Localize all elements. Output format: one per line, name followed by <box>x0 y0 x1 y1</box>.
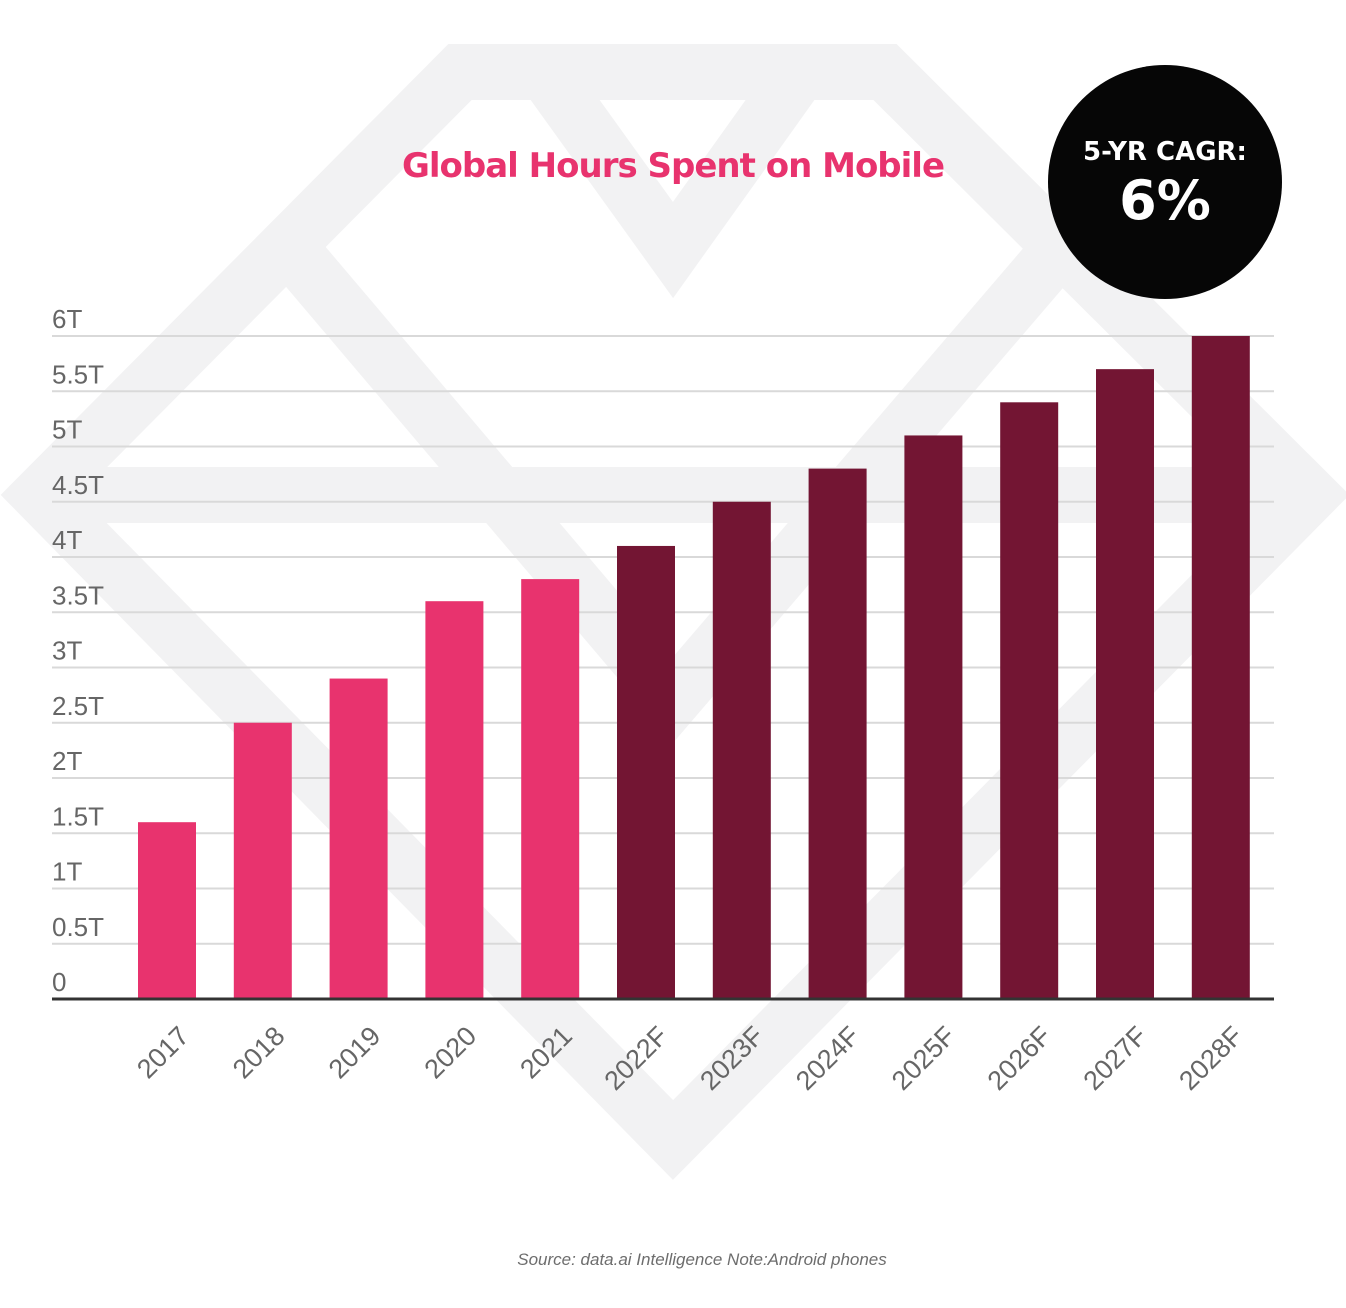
x-tick-label: 2019 <box>323 1021 387 1085</box>
y-tick-label: 5T <box>52 415 82 445</box>
bar-2025f <box>904 435 963 999</box>
y-tick-label: 3T <box>52 636 82 666</box>
bar-2023f <box>712 501 771 999</box>
bar-2027f <box>1096 369 1154 999</box>
bar-2018 <box>233 722 292 999</box>
x-tick-label: 2026F <box>982 1021 1057 1096</box>
bar-2026f <box>1000 402 1059 999</box>
bar-2028f <box>1191 336 1250 999</box>
bars <box>138 336 1250 1000</box>
y-tick-label: 4T <box>52 525 82 555</box>
y-tick-label: 3.5T <box>52 580 104 610</box>
x-tick-label: 2023F <box>694 1021 769 1096</box>
y-tick-label: 4.5T <box>52 470 104 500</box>
source-note: Source: data.ai Intelligence Note:Androi… <box>517 1250 887 1269</box>
x-tick-label: 2021 <box>514 1021 578 1085</box>
y-tick-label: 1T <box>52 857 82 887</box>
y-tick-label: 2.5T <box>52 691 104 721</box>
bar-2022f <box>617 545 675 999</box>
y-tick-label: 0 <box>52 967 66 997</box>
x-tick-label: 2017 <box>131 1021 195 1085</box>
y-axis-ticks: 0 0.5T 1T 1.5T 2T 2.5T 3T 3.5T 4T 4.5T 5T 5.5T 6T <box>52 304 104 997</box>
y-tick-label: 0.5T <box>52 912 104 942</box>
y-tick-label: 6T <box>52 304 82 334</box>
x-tick-label: 2022F <box>598 1021 673 1096</box>
x-tick-label: 2020 <box>419 1021 483 1085</box>
y-tick-label: 5.5T <box>52 359 104 389</box>
cagr-label: 5-YR CAGR: <box>1083 137 1247 167</box>
bar-2021 <box>521 579 580 999</box>
x-axis-ticks: 2017 2018 2019 2020 2021 2022F 2023F 2024F 2025F… <box>131 1021 1248 1096</box>
chart-title: Global Hours Spent on Mobile <box>401 146 945 186</box>
bar-2017 <box>138 822 196 999</box>
x-tick-label: 2025F <box>886 1021 961 1096</box>
y-tick-label: 1.5T <box>52 801 104 831</box>
y-tick-label: 2T <box>52 746 82 776</box>
x-tick-label: 2028F <box>1173 1021 1248 1096</box>
cagr-value: 6% <box>1119 169 1211 232</box>
bar-2024f <box>808 468 867 1000</box>
bar-2019 <box>329 678 388 999</box>
x-tick-label: 2024F <box>790 1021 865 1096</box>
x-tick-label: 2018 <box>227 1021 291 1085</box>
bar-2020 <box>425 601 484 999</box>
x-tick-label: 2027F <box>1077 1021 1152 1096</box>
cagr-badge: 5-YR CAGR: 6% <box>1048 65 1282 299</box>
